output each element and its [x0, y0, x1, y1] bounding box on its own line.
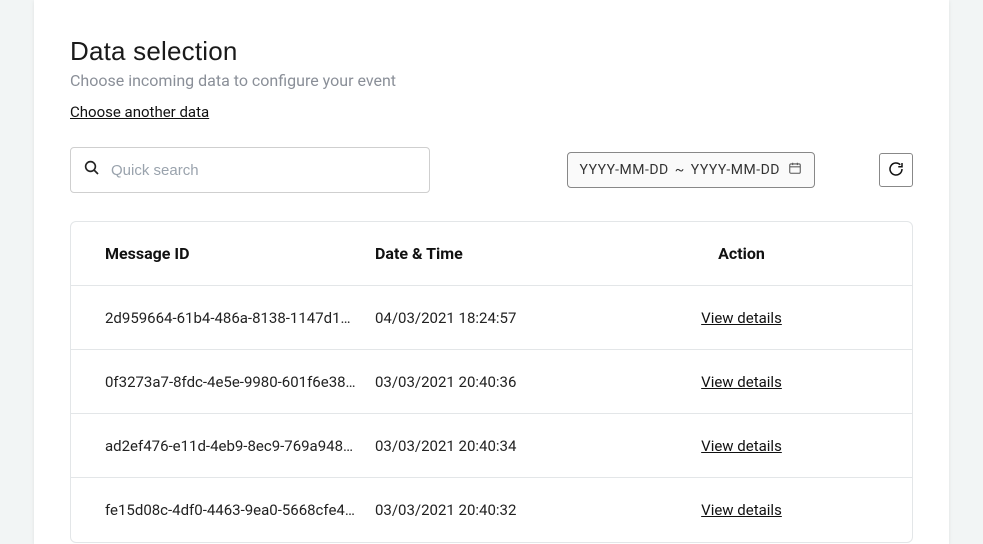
choose-another-data-link[interactable]: Choose another data	[70, 103, 209, 121]
cell-datetime: 03/03/2021 20:40:36	[375, 373, 605, 391]
cell-message-id: fe15d08c-4df0-4463-9ea0-5668cfe4…	[105, 501, 375, 519]
view-details-link[interactable]: View details	[701, 501, 782, 519]
cell-datetime: 03/03/2021 20:40:32	[375, 501, 605, 519]
page-title: Data selection	[70, 36, 913, 67]
data-selection-card: Data selection Choose incoming data to c…	[34, 0, 949, 544]
col-header-id: Message ID	[105, 244, 375, 263]
view-details-link[interactable]: View details	[701, 309, 782, 327]
table-row: 0f3273a7-8fdc-4e5e-9980-601f6e38… 03/03/…	[71, 350, 912, 414]
col-header-action: Action	[605, 244, 878, 263]
page-subtitle: Choose incoming data to configure your e…	[70, 71, 913, 90]
search-input[interactable]	[111, 162, 417, 179]
refresh-button[interactable]	[879, 153, 913, 187]
search-box[interactable]	[70, 147, 430, 193]
date-range-picker[interactable]: YYYY-MM-DD ~ YYYY-MM-DD	[567, 152, 815, 188]
col-header-datetime: Date & Time	[375, 244, 605, 263]
cell-datetime: 04/03/2021 18:24:57	[375, 309, 605, 327]
date-to-placeholder: YYYY-MM-DD	[691, 162, 780, 178]
view-details-link[interactable]: View details	[701, 373, 782, 391]
cell-datetime: 03/03/2021 20:40:34	[375, 437, 605, 455]
table-row: fe15d08c-4df0-4463-9ea0-5668cfe4… 03/03/…	[71, 478, 912, 542]
refresh-icon	[887, 160, 905, 181]
table-row: 2d959664-61b4-486a-8138-1147d1… 04/03/20…	[71, 286, 912, 350]
date-from-placeholder: YYYY-MM-DD	[580, 162, 669, 178]
calendar-icon	[780, 161, 802, 179]
cell-message-id: 0f3273a7-8fdc-4e5e-9980-601f6e38…	[105, 373, 375, 391]
search-icon	[83, 159, 111, 181]
table-header: Message ID Date & Time Action	[71, 222, 912, 286]
cell-message-id: ad2ef476-e11d-4eb9-8ec9-769a948…	[105, 437, 375, 455]
cell-message-id: 2d959664-61b4-486a-8138-1147d1…	[105, 309, 375, 327]
view-details-link[interactable]: View details	[701, 437, 782, 455]
messages-table: Message ID Date & Time Action 2d959664-6…	[70, 221, 913, 543]
date-separator: ~	[675, 162, 685, 178]
table-row: ad2ef476-e11d-4eb9-8ec9-769a948… 03/03/2…	[71, 414, 912, 478]
controls-row: YYYY-MM-DD ~ YYYY-MM-DD	[70, 147, 913, 193]
